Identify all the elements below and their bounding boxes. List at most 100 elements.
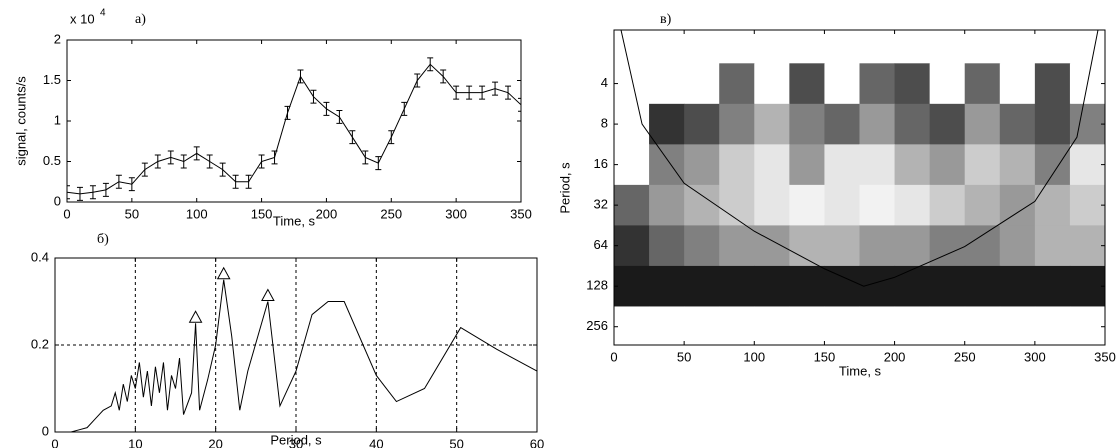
heat-cell	[719, 225, 755, 267]
heat-cell	[1034, 30, 1071, 64]
heat-cell	[964, 184, 1001, 226]
heat-cell	[789, 184, 825, 226]
error-bar	[453, 85, 460, 100]
heat-cell	[824, 306, 860, 345]
heat-cell	[859, 103, 896, 145]
heat-cell	[1034, 225, 1071, 267]
heat-cell	[614, 265, 650, 307]
error-bar	[76, 186, 83, 201]
heat-cell	[999, 265, 1036, 307]
x-tick-label: 100	[186, 206, 208, 221]
heat-cell	[964, 30, 1001, 64]
heat-cell	[754, 144, 790, 186]
x-axis-label: Time, s	[839, 363, 882, 378]
heat-cell	[1069, 265, 1105, 307]
heat-cell	[614, 103, 650, 145]
plot-area	[70, 279, 537, 432]
x-tick-label: 20	[208, 436, 222, 448]
x-tick-label: 100	[743, 349, 765, 364]
heat-cell	[614, 184, 650, 226]
error-bar	[89, 185, 96, 200]
y-axis-label: signal, counts/s	[13, 76, 28, 166]
x-tick-label: 250	[954, 349, 976, 364]
axes-frame	[613, 29, 1106, 346]
heat-cell	[824, 63, 860, 105]
heat-cell	[684, 184, 720, 226]
heat-cell	[614, 63, 650, 105]
heat-cell	[649, 30, 685, 64]
heat-cell	[894, 225, 931, 267]
error-bar	[479, 85, 486, 100]
x-tick-label: 0	[610, 349, 617, 364]
error-bar	[323, 101, 330, 116]
heat-cell	[824, 30, 860, 64]
x-tick-label: 50	[449, 436, 463, 448]
heat-cell	[999, 103, 1036, 145]
heat-cell	[684, 144, 720, 186]
error-bar	[297, 69, 304, 84]
error-bar	[518, 97, 521, 112]
heat-cell	[684, 63, 720, 105]
error-bar	[440, 69, 447, 84]
heat-cell	[789, 30, 825, 64]
y-tick-label: 0.5	[43, 153, 61, 168]
heat-cell	[684, 225, 720, 267]
heat-cell	[649, 144, 685, 186]
heat-cell	[754, 306, 790, 345]
heat-cell	[754, 184, 790, 226]
heat-cell	[1034, 103, 1071, 145]
heat-cell	[824, 144, 860, 186]
heat-cell	[719, 63, 755, 105]
heat-cell	[1069, 225, 1105, 267]
error-bar	[67, 185, 70, 200]
x-tick-label: 200	[884, 349, 906, 364]
error-bar	[193, 146, 200, 161]
y-tick-label: 0	[54, 193, 61, 208]
heat-cell	[929, 225, 966, 267]
error-bar	[154, 154, 161, 169]
heat-cell	[964, 225, 1001, 267]
x-tick-label: 0	[63, 206, 70, 221]
error-bar	[102, 182, 109, 197]
data-line	[67, 63, 521, 195]
heat-cell	[789, 144, 825, 186]
y-tick-label: 0	[42, 423, 49, 438]
heat-cell	[999, 30, 1036, 64]
x-axis-label: Period, s	[270, 432, 322, 447]
heat-cell	[719, 306, 755, 345]
error-bar	[245, 174, 252, 189]
heat-cell	[859, 306, 896, 345]
data-line	[70, 279, 537, 432]
cone-of-influence	[620, 30, 1099, 287]
error-bar	[167, 150, 174, 165]
heat-cell	[859, 184, 896, 226]
heat-cell	[789, 63, 825, 105]
error-bar	[115, 174, 122, 189]
heat-cell	[929, 30, 966, 64]
heat-cell	[929, 144, 966, 186]
heat-cell	[929, 306, 966, 345]
heat-cell	[649, 184, 685, 226]
error-bar	[401, 101, 408, 116]
heat-cell	[1069, 103, 1105, 145]
error-bar	[271, 150, 278, 165]
panel-label: в)	[660, 12, 672, 27]
heat-cell	[684, 265, 720, 307]
error-bar	[232, 174, 239, 189]
heat-cell	[999, 184, 1036, 226]
y-tick-label: 8	[601, 116, 608, 131]
heat-cell	[614, 225, 650, 267]
heat-cell	[964, 306, 1001, 345]
error-bar	[180, 154, 187, 169]
heat-cell	[929, 184, 966, 226]
y-tick-label: 256	[586, 318, 608, 333]
x-tick-label: 350	[1094, 349, 1116, 364]
x-tick-label: 250	[380, 206, 402, 221]
heat-cell	[1069, 306, 1105, 345]
x-tick-label: 40	[369, 436, 383, 448]
heat-cell	[684, 306, 720, 345]
heat-cell	[1034, 306, 1071, 345]
heat-cell	[964, 63, 1001, 105]
error-bar	[505, 85, 512, 100]
heat-cell	[999, 306, 1036, 345]
